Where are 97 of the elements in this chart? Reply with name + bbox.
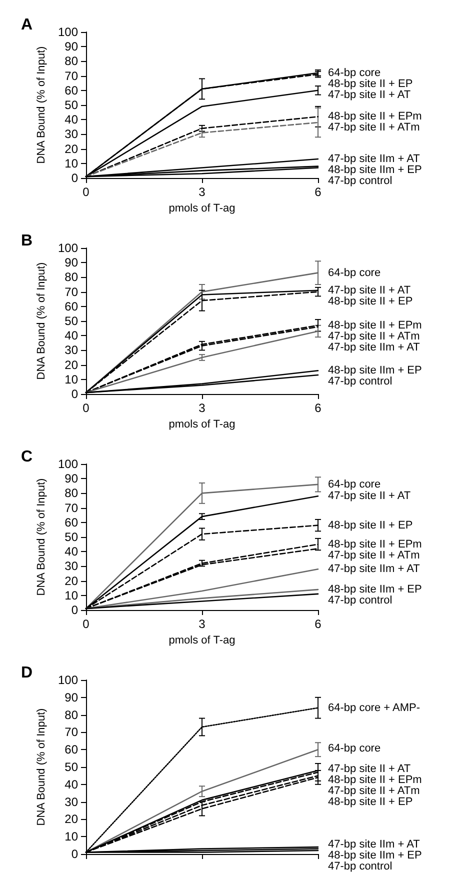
series-label: 48-bp site II + EP [328,519,413,532]
series-label: 47-bp site IIm + AT [328,563,420,576]
y-tick-label: 30 [64,127,78,142]
chart-title: D [21,664,33,682]
y-tick-label: 30 [64,343,78,358]
series-label: 64-bp core [328,266,381,279]
series-label: 64-bp core + AMP- [328,702,420,714]
x-axis-title: pmols of T-ag [168,202,236,214]
y-axis-title: DNA Bound (% of Input) [36,262,48,380]
series-label: 64-bp core [328,742,381,755]
y-tick-label: 40 [64,112,78,127]
series-label: 47-bp site IIm + AT [328,341,420,354]
y-tick-label: 80 [64,486,78,500]
x-tick-label: 0 [82,401,90,415]
y-tick-label: 70 [64,500,78,515]
series-label: 47-bp site IIm + AT [328,153,420,166]
series-label: 48-bp site IIm + EP [328,584,422,596]
series-label: 48-bp site II + EPm [328,774,422,786]
y-tick-label: 50 [64,760,78,774]
y-tick-label: 10 [64,156,78,170]
series-label: 47-bp control [328,376,392,388]
x-tick-label: 3 [198,617,206,631]
x-tick-label: 0 [82,617,90,631]
y-tick-label: 30 [64,559,78,574]
x-tick-label: 3 [198,401,206,415]
series-label: 48-bp site II + EP [328,295,413,308]
y-tick-label: 70 [64,284,78,299]
series-label: 48-bp site IIm + EP [328,164,422,176]
series-label: 47-bp site II + ATm [328,785,420,798]
series-label: 64-bp core [328,478,381,490]
series-label: 47-bp site II + AT [328,763,411,776]
y-tick-label: 100 [58,457,78,471]
y-axis-title: DNA Bound (% of Input) [36,708,48,826]
series-label: 47-bp site II + AT [328,284,411,296]
y-tick-label: 20 [64,142,78,156]
y-tick-label: 90 [64,40,78,54]
series-label: 47-bp site IIm + AT [328,838,420,850]
y-tick-label: 50 [64,530,78,544]
series-label: 48-bp site II + EPm [328,538,422,550]
series-label: 47-bp site II + ATm [328,549,420,562]
y-tick-label: 50 [64,98,78,112]
series-label: 48-bp site II + EP [328,796,413,808]
y-tick-label: 60 [64,742,78,757]
series-label: 48-bp site IIm + EP [328,850,422,862]
series-label: 48-bp site II + EP [328,78,413,90]
y-tick-label: 0 [71,603,78,617]
y-tick-label: 40 [64,328,78,343]
y-axis-title: DNA Bound (% of Input) [36,478,48,596]
y-tick-label: 0 [71,171,78,185]
series-label: 47-bp site II + ATm [328,122,420,134]
y-tick-label: 100 [58,673,78,687]
x-axis-title: pmols of T-ag [168,418,236,430]
y-tick-label: 10 [64,830,78,844]
series-label: 48-bp site IIm + EP [328,364,422,377]
y-tick-label: 40 [64,544,78,559]
y-tick-label: 0 [71,387,78,401]
x-axis-title: pmols of T-ag [168,634,236,646]
x-tick-label: 6 [314,185,322,199]
y-tick-label: 100 [58,25,78,39]
y-tick-label: 60 [64,83,78,98]
y-tick-label: 20 [64,812,78,826]
y-tick-label: 10 [64,372,78,386]
y-tick-label: 0 [71,847,78,861]
series-label: 47-bp control [328,175,392,188]
y-axis-title: DNA Bound (% of Input) [36,46,48,164]
y-tick-label: 60 [64,299,78,314]
series-label: 47-bp site II + ATm [328,330,420,342]
series-label: 47-bp control [328,860,392,872]
series-label: 64-bp core [328,66,381,79]
y-tick-label: 90 [64,256,78,270]
series-label: 47-bp control [328,594,392,607]
series-label: 48-bp site II + EPm [328,110,422,123]
series-label: 48-bp site II + EPm [328,319,422,332]
y-tick-label: 70 [64,725,78,740]
y-tick-label: 20 [64,574,78,588]
y-tick-label: 60 [64,515,78,530]
chart-title: C [21,448,33,466]
y-tick-label: 100 [58,241,78,255]
y-tick-label: 80 [64,708,78,722]
y-tick-label: 30 [64,794,78,809]
y-tick-label: 50 [64,314,78,328]
chart-title: B [21,232,33,250]
x-tick-label: 3 [198,185,206,199]
x-tick-label: 6 [314,617,322,631]
x-tick-label: 6 [314,401,322,415]
chart-title: A [21,16,33,34]
series-label: 47-bp site II + AT [328,490,411,502]
series-label: 47-bp site II + AT [328,88,411,101]
y-tick-label: 10 [64,588,78,602]
y-tick-label: 80 [64,270,78,284]
y-tick-label: 90 [64,690,78,704]
y-tick-label: 90 [64,472,78,486]
y-tick-label: 40 [64,777,78,792]
y-tick-label: 80 [64,54,78,68]
y-tick-label: 20 [64,358,78,372]
x-tick-label: 0 [82,185,90,199]
y-tick-label: 70 [64,68,78,83]
